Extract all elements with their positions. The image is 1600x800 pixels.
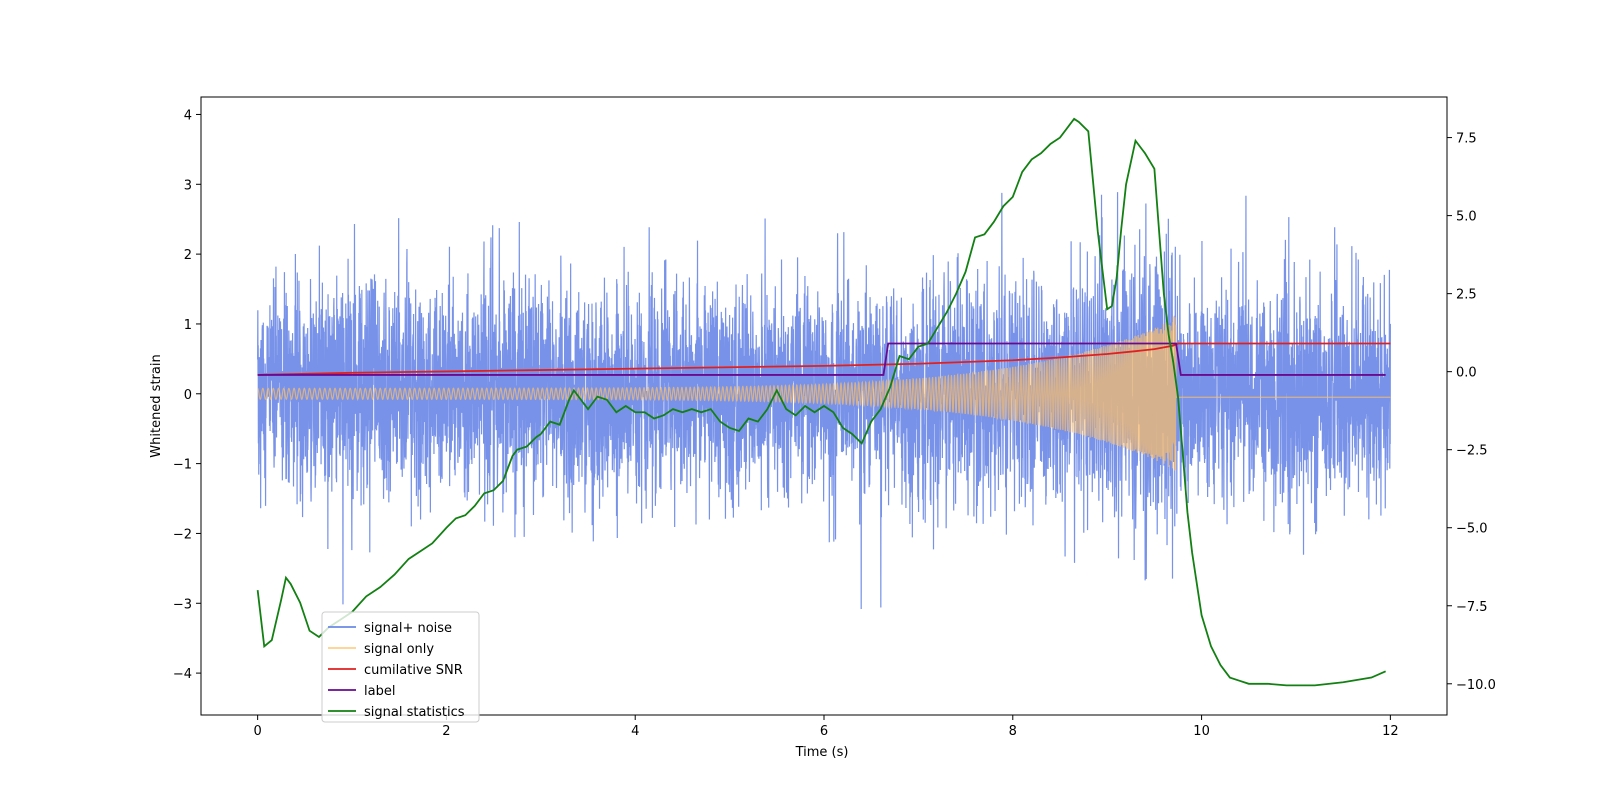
series-signal-only-line <box>257 315 1391 471</box>
series-label-line <box>257 342 1386 376</box>
y2-tick-label: −10.0 <box>1456 678 1496 693</box>
legend: signal+ noise signal only cumilative SNR la… <box>321 611 480 723</box>
x-axis-label: Time (s) <box>795 745 849 760</box>
axes-layer: 0 2 4 6 8 10 12−4−3−2−101234−10.0−7.5−5.0−2.50… <box>173 108 1496 739</box>
legend-entry-label: signal only <box>364 642 434 657</box>
y-tick-label: −4 <box>173 667 192 682</box>
y2-tick-label: 2.5 <box>1456 288 1477 303</box>
y-tick-label: −1 <box>173 458 192 473</box>
legend-box <box>321 611 480 723</box>
series-layer <box>256 117 1391 687</box>
y-tick-label: 0 <box>184 388 192 403</box>
y2-tick-label: 5.0 <box>1456 210 1477 225</box>
y2-tick-label: 7.5 <box>1456 132 1477 147</box>
series-signal-noise-line <box>257 192 1391 610</box>
y2-tick-label: 0.0 <box>1456 366 1477 381</box>
y-tick-label: −2 <box>173 527 192 542</box>
x-tick-label: 0 <box>253 724 261 739</box>
legend-entry-label: label <box>364 684 395 699</box>
x-tick-label: 6 <box>820 724 828 739</box>
y-axis-label: Whitened strain <box>149 354 164 457</box>
y-tick-label: 1 <box>184 318 192 333</box>
x-tick-label: 10 <box>1193 724 1210 739</box>
y-tick-label: 4 <box>184 108 192 123</box>
y2-tick-label: −2.5 <box>1456 444 1488 459</box>
y-tick-label: −3 <box>173 597 192 612</box>
y2-tick-label: −5.0 <box>1456 522 1488 537</box>
x-tick-label: 2 <box>442 724 450 739</box>
y2-tick-label: −7.5 <box>1456 600 1488 615</box>
y-tick-label: 3 <box>184 178 192 193</box>
legend-entry-label: cumilative SNR <box>364 663 463 678</box>
legend-entry-label: signal+ noise <box>364 621 452 636</box>
legend-entry-label: signal statistics <box>364 705 465 720</box>
x-tick-label: 12 <box>1382 724 1399 739</box>
x-tick-label: 8 <box>1009 724 1017 739</box>
series-signal-statistics-line <box>256 117 1387 687</box>
x-tick-label: 4 <box>631 724 639 739</box>
y-tick-label: 2 <box>184 248 192 263</box>
series-cumulative-snr-line <box>257 342 1391 376</box>
